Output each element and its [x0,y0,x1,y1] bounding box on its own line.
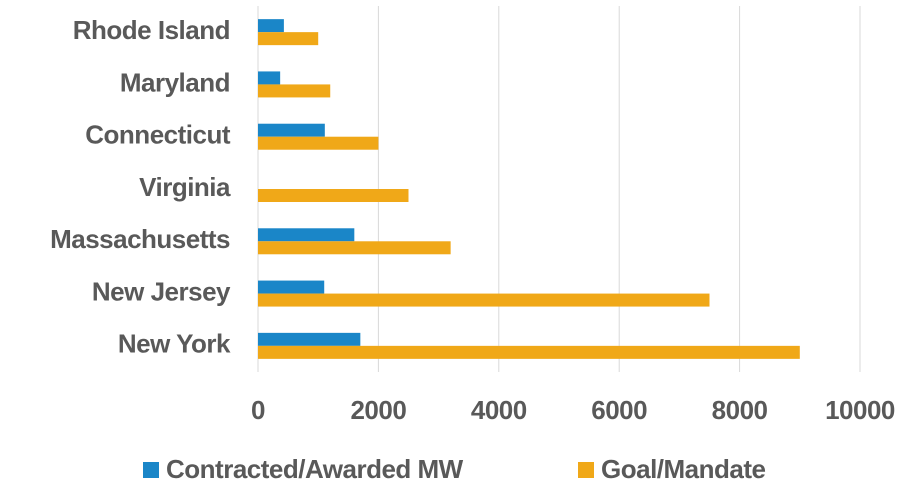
y-tick-label: Rhode Island [73,15,230,45]
bar [258,280,325,294]
bar [258,332,361,346]
bar [258,84,331,98]
bar [258,123,325,137]
legend-label: Contracted/Awarded MW [166,454,464,484]
x-tick-label: 0 [251,395,265,425]
y-tick-label: Massachusetts [50,224,230,254]
x-tick-label: 8000 [712,395,768,425]
legend-swatch [578,462,594,478]
x-tick-label: 4000 [471,395,527,425]
x-tick-label: 10000 [825,395,895,425]
y-tick-label: Virginia [139,172,231,202]
y-tick-label: Connecticut [85,120,231,150]
y-tick-label: Maryland [120,67,230,97]
bar [258,71,281,85]
bar [258,345,800,359]
legend-swatch [143,462,159,478]
bar [258,293,710,307]
bar [258,228,355,242]
bar [258,189,409,202]
y-tick-label: New Jersey [92,276,231,306]
bar [258,19,284,33]
bar [258,136,379,150]
bar [258,32,319,46]
x-tick-label: 2000 [350,395,406,425]
legend-label: Goal/Mandate [601,454,766,484]
x-tick-label: 6000 [591,395,647,425]
y-tick-label: New York [118,329,231,359]
bar [258,241,451,255]
